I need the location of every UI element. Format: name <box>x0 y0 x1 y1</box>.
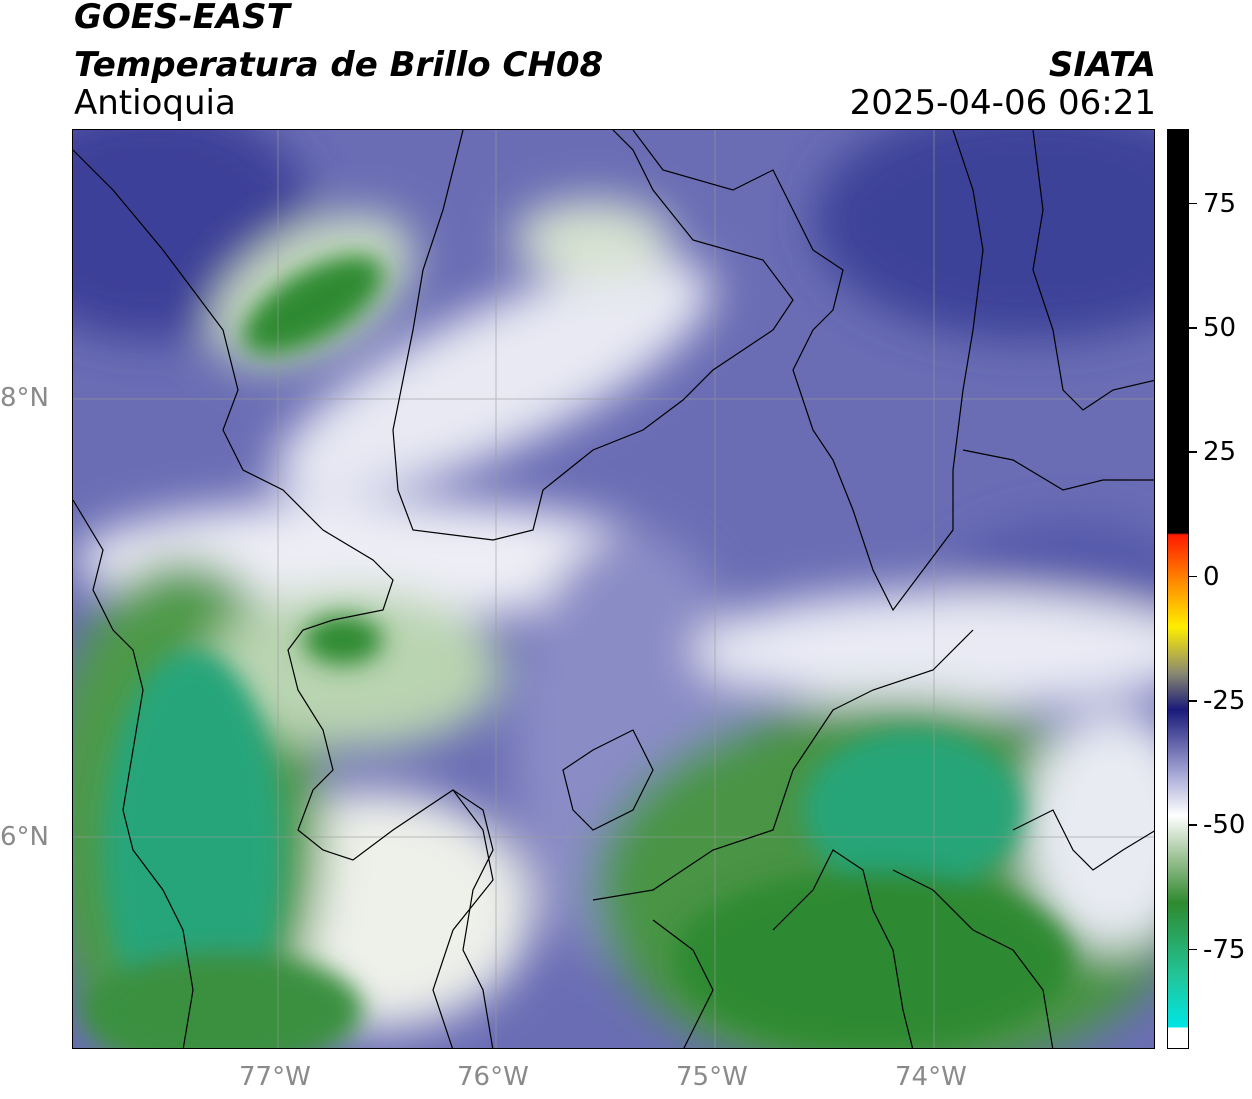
municipality-cluster <box>562 729 654 831</box>
colorbar-tick-mark <box>1189 700 1197 702</box>
longitude-label-74w: 74°W <box>895 1062 967 1092</box>
boundary-southeast <box>1012 809 1154 871</box>
colorbar-tick-mark <box>1189 948 1197 951</box>
latitude-label-8n: 8°N <box>0 383 49 413</box>
longitude-label-77w: 77°W <box>239 1062 311 1092</box>
longitude-label-76w: 76°W <box>457 1062 529 1092</box>
satellite-title: GOES-EAST <box>74 0 290 37</box>
colorbar-tick-label: 50 <box>1203 312 1237 343</box>
administrative-boundaries <box>73 130 1154 1048</box>
pacific-coast <box>73 499 194 1048</box>
colorbar-tick-label: -75 <box>1203 934 1246 965</box>
region-subtitle: Antioquia <box>74 83 236 123</box>
colorbar-gradient <box>1168 130 1188 1048</box>
boundary-venezuela <box>962 449 1154 491</box>
colorbar-tick-mark <box>1189 327 1197 329</box>
colorbar-tick-label: 0 <box>1203 561 1220 592</box>
department-boundary-east <box>632 130 984 612</box>
colorbar-tick-label: 75 <box>1203 188 1237 219</box>
longitude-label-75w: 75°W <box>676 1062 748 1092</box>
boundary-south-3 <box>892 869 1054 1048</box>
brightness-temperature-map <box>73 130 1154 1048</box>
colorbar-tick-label: -25 <box>1203 685 1246 716</box>
colorbar-tick-label: -50 <box>1203 810 1246 841</box>
graticule <box>73 130 1154 1048</box>
product-title: Temperatura de Brillo CH08 <box>74 45 604 85</box>
colorbar-tick-mark <box>1189 575 1197 578</box>
boundary-south-1 <box>652 919 714 1048</box>
boundary-middle <box>592 629 974 901</box>
antioquia-north-boundary <box>392 130 794 541</box>
boundary-south-2 <box>772 849 914 1048</box>
coastline <box>73 149 494 1048</box>
timestamp-label: 2025-04-06 06:21 <box>849 83 1156 123</box>
map-panel[interactable] <box>72 129 1155 1049</box>
organization-label: SIATA <box>1048 45 1156 85</box>
boundary-northeast <box>1032 130 1154 411</box>
colorbar-tick-mark <box>1189 202 1197 205</box>
colorbar-tick-label: 25 <box>1203 437 1237 468</box>
boundary-south-west <box>452 789 494 1048</box>
cold-cloud-tops <box>83 254 1073 1048</box>
colorbar-tick-mark <box>1189 824 1197 826</box>
colorbar <box>1167 129 1189 1049</box>
latitude-label-6n: 6°N <box>0 822 49 852</box>
colorbar-tick-mark <box>1189 451 1197 453</box>
